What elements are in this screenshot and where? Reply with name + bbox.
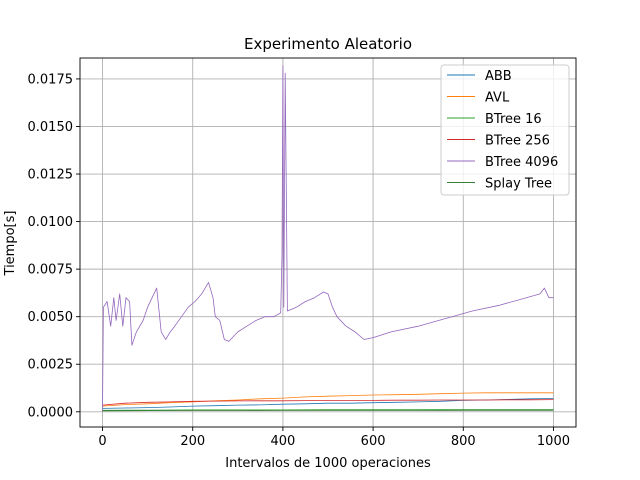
legend-label-btree-16: BTree 16 (485, 112, 542, 127)
legend-box (440, 64, 570, 196)
series-line-btree-4096 (102, 65, 554, 412)
x-tick-label: 600 (361, 434, 386, 449)
y-tick-label: 0.0125 (28, 168, 74, 183)
y-tick-label: 0.0150 (28, 120, 74, 135)
chart-title: Experimento Aleatorio (244, 35, 412, 53)
series-line-avl (102, 392, 554, 407)
legend-label-btree-4096: BTree 4096 (485, 155, 558, 170)
y-tick-label: 0.0075 (28, 263, 74, 278)
x-axis-ticks: 0 200 400 600 800 1000 (98, 427, 570, 449)
x-tick-label: 800 (451, 434, 476, 449)
y-tick-label: 0.0050 (28, 310, 74, 325)
x-axis-label: Intervalos de 1000 operaciones (225, 456, 431, 471)
legend-label-btree-256: BTree 256 (485, 134, 550, 149)
plot-frame (79, 57, 577, 428)
legend-label-avl: AVL (485, 91, 510, 106)
x-tick-label: 200 (180, 434, 205, 449)
x-tick-label: 1000 (537, 434, 570, 449)
x-tick-label: 400 (270, 434, 295, 449)
series-line-btree-256 (102, 399, 554, 406)
x-tick-label: 0 (98, 434, 106, 449)
series-line-btree-16 (102, 409, 554, 411)
y-tick-label: 0.0000 (28, 405, 74, 420)
legend-label-abb: ABB (485, 69, 512, 84)
legend: ABB AVL BTree 16 BTree 256 BTree 4096 Splay T… (440, 64, 570, 196)
legend-label-splay-tree: Splay Tree (485, 177, 552, 192)
y-tick-label: 0.0175 (28, 72, 74, 87)
series-lines (102, 65, 554, 412)
y-axis-label: Tiempo[s] (3, 211, 18, 277)
y-tick-label: 0.0025 (28, 358, 74, 373)
series-line-splay-tree (102, 409, 554, 412)
y-axis-ticks: 0.0000 0.0025 0.0050 0.0075 0.0100 0.0125 0.01… (28, 72, 80, 420)
y-tick-label: 0.0100 (28, 215, 74, 230)
